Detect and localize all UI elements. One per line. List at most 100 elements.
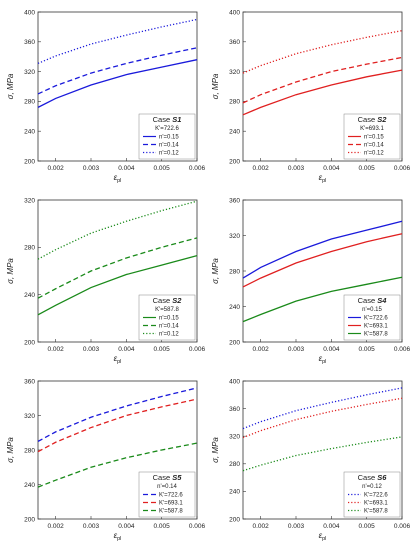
series-line-3 bbox=[242, 276, 403, 323]
x-tick-label: 0.006 bbox=[394, 346, 411, 353]
legend: Case S5 n'=0.14 K'=722.6 K'=693.1 K'=587.8 bbox=[138, 471, 196, 518]
y-tick-label: 240 bbox=[229, 304, 240, 311]
y-tick-label: 320 bbox=[229, 69, 240, 76]
legend-title: Case S4 bbox=[358, 296, 388, 305]
legend-title-word: Case bbox=[153, 296, 173, 305]
legend-frame bbox=[343, 471, 401, 518]
legend-entry-label: K'=587.8 bbox=[364, 509, 388, 515]
legend-title-word: Case bbox=[358, 473, 378, 482]
legend-entry-label: K'=722.6 bbox=[364, 493, 388, 499]
y-tick-label: 280 bbox=[24, 99, 35, 106]
x-axis-symbol: ε bbox=[114, 531, 118, 540]
series-line-1 bbox=[37, 59, 198, 108]
x-axis-subscript: pl bbox=[322, 178, 326, 184]
x-tick-label: 0.002 bbox=[48, 523, 65, 530]
series-line-1 bbox=[37, 254, 198, 316]
legend-case-id: S2 bbox=[172, 296, 182, 305]
y-tick-label: 360 bbox=[229, 197, 240, 204]
legend-entry-label: n'=0.15 bbox=[159, 135, 179, 141]
y-tick-label: 360 bbox=[229, 39, 240, 46]
legend-frame bbox=[138, 113, 196, 160]
chart-panel-3: 200 240 280 320 0.002 0.003 0.004 0.005 0.006 σ, … bbox=[6, 197, 206, 365]
legend-entry-label: n'=0.15 bbox=[364, 135, 384, 141]
chart-panel-1: 200 240 280 320 360 400 0.002 0.003 0.004 0.005 0.… bbox=[6, 9, 206, 184]
x-axis-label: εpl bbox=[319, 354, 327, 365]
legend: Case S4 n'=0.15 K'=722.6 K'=693.1 K'=587.8 bbox=[343, 294, 401, 341]
y-axis-label: σ, MPa bbox=[211, 437, 220, 463]
x-axis-symbol: ε bbox=[319, 531, 323, 540]
y-tick-label: 240 bbox=[24, 482, 35, 489]
x-tick-label: 0.004 bbox=[118, 523, 135, 530]
x-axis-label: εpl bbox=[114, 173, 122, 184]
x-tick-label: 0.006 bbox=[189, 346, 206, 353]
x-axis-label: εpl bbox=[319, 531, 327, 542]
y-tick-label: 240 bbox=[24, 292, 35, 299]
y-tick-label: 400 bbox=[24, 9, 35, 16]
legend-entry-label: K'=722.6 bbox=[364, 316, 388, 322]
chart-panel-6: 200 240 280 320 360 400 0.002 0.003 0.004 0.005 0.… bbox=[211, 378, 411, 542]
y-tick-label: 360 bbox=[229, 406, 240, 413]
legend-title: Case S5 bbox=[153, 473, 183, 482]
legend-entry-label: n'=0.12 bbox=[159, 151, 179, 157]
series-line-3 bbox=[242, 436, 403, 472]
y-tick-label: 200 bbox=[24, 339, 35, 346]
y-tick-label: 320 bbox=[24, 413, 35, 420]
legend-entry-label: n'=0.14 bbox=[159, 143, 179, 149]
x-axis-symbol: ε bbox=[319, 354, 323, 363]
x-tick-label: 0.002 bbox=[48, 165, 65, 172]
y-tick-label: 320 bbox=[24, 69, 35, 76]
x-axis-symbol: ε bbox=[114, 354, 118, 363]
y-tick-label: 240 bbox=[229, 129, 240, 136]
legend-entry-label: n'=0.12 bbox=[364, 151, 384, 157]
x-tick-label: 0.003 bbox=[83, 346, 100, 353]
legend-entry-label: K'=693.1 bbox=[159, 501, 183, 507]
x-tick-label: 0.005 bbox=[154, 523, 171, 530]
y-tick-label: 400 bbox=[229, 9, 240, 16]
series-line-2 bbox=[37, 398, 198, 453]
series-line-1 bbox=[242, 387, 403, 430]
x-tick-label: 0.004 bbox=[118, 346, 135, 353]
y-tick-label: 200 bbox=[229, 516, 240, 523]
y-tick-label: 200 bbox=[24, 516, 35, 523]
series-line-2 bbox=[242, 56, 403, 104]
x-tick-label: 0.003 bbox=[288, 523, 305, 530]
y-tick-label: 200 bbox=[24, 158, 35, 165]
series-line-1 bbox=[242, 69, 403, 116]
y-tick-label: 280 bbox=[24, 447, 35, 454]
x-tick-label: 0.004 bbox=[118, 165, 135, 172]
legend-subtitle: K'=587.8 bbox=[155, 307, 179, 313]
x-tick-label: 0.002 bbox=[253, 346, 270, 353]
x-axis-label: εpl bbox=[114, 354, 122, 365]
x-tick-label: 0.003 bbox=[83, 165, 100, 172]
x-tick-label: 0.005 bbox=[359, 346, 376, 353]
y-axis-label: σ, MPa bbox=[211, 73, 220, 99]
x-tick-label: 0.005 bbox=[359, 165, 376, 172]
legend-frame bbox=[138, 471, 196, 518]
x-axis-subscript: pl bbox=[322, 536, 326, 542]
x-axis-symbol: ε bbox=[114, 173, 118, 182]
legend-title-word: Case bbox=[358, 115, 378, 124]
series-line-2 bbox=[242, 233, 403, 288]
x-tick-label: 0.006 bbox=[394, 523, 411, 530]
y-tick-label: 320 bbox=[24, 197, 35, 204]
series-line-3 bbox=[37, 200, 198, 260]
x-tick-label: 0.002 bbox=[48, 346, 65, 353]
x-axis-subscript: pl bbox=[322, 359, 326, 365]
legend-entry-label: n'=0.14 bbox=[364, 143, 384, 149]
x-tick-label: 0.004 bbox=[323, 523, 340, 530]
legend-case-id: S5 bbox=[172, 473, 182, 482]
legend-title: Case S2 bbox=[153, 296, 183, 305]
x-tick-label: 0.005 bbox=[154, 346, 171, 353]
legend: Case S6 n'=0.12 K'=722.6 K'=693.1 K'=587.8 bbox=[343, 471, 401, 518]
legend-title-word: Case bbox=[153, 473, 173, 482]
legend-entry-label: K'=587.8 bbox=[364, 332, 388, 338]
series-line-3 bbox=[37, 442, 198, 488]
y-axis-label: σ, MPa bbox=[6, 73, 15, 99]
y-tick-label: 200 bbox=[229, 339, 240, 346]
y-tick-label: 280 bbox=[229, 268, 240, 275]
series-line-2 bbox=[242, 397, 403, 439]
chart-panel-4: 200 240 280 320 360 0.002 0.003 0.004 0.005 0.006… bbox=[211, 197, 411, 365]
legend: Case S2 K'=693.1 n'=0.15 n'=0.14 n'=0.12 bbox=[343, 113, 401, 160]
x-tick-label: 0.003 bbox=[288, 165, 305, 172]
